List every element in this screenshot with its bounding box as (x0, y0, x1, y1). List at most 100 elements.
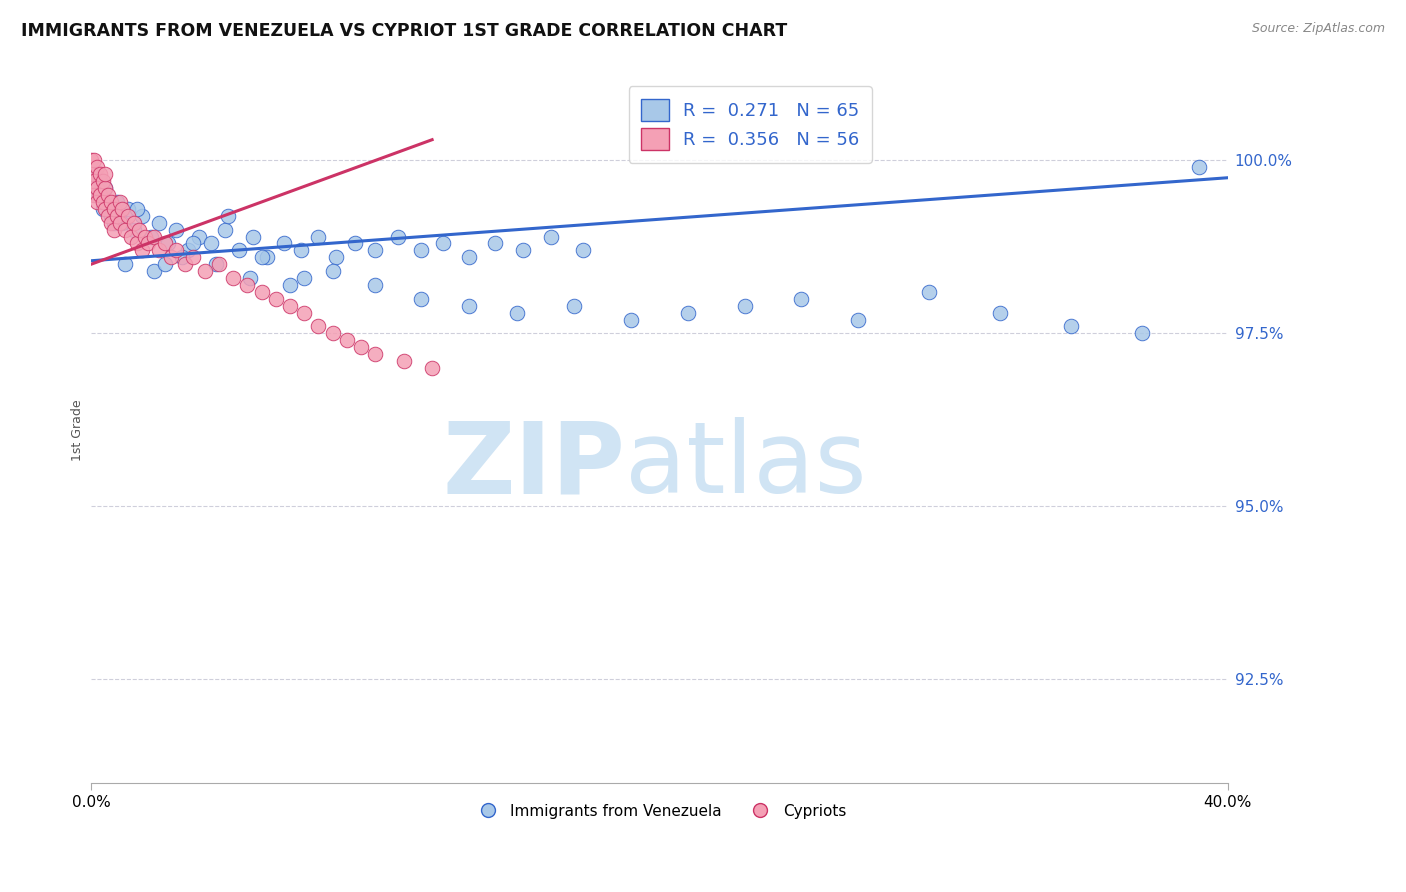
Point (364, 244, 387, 258)
Point (89, 188, 111, 202)
Point (918, 285, 941, 299)
Point (571, 244, 593, 258)
Point (105, 194, 128, 209)
Point (264, 292, 287, 306)
Point (94, 167, 117, 181)
Point (103, 202, 125, 216)
Point (322, 264, 344, 278)
Point (94, 181, 117, 195)
Point (188, 229, 211, 244)
Point (131, 244, 153, 258)
Point (278, 277, 301, 292)
Point (420, 361, 443, 376)
Text: Source: ZipAtlas.com: Source: ZipAtlas.com (1251, 22, 1385, 36)
Point (83, 167, 105, 181)
Point (142, 264, 165, 278)
Point (350, 340, 373, 354)
Point (506, 305, 529, 319)
Point (83, 188, 105, 202)
Point (86, 181, 108, 195)
Point (278, 299, 301, 313)
Y-axis label: 1st Grade: 1st Grade (72, 400, 84, 461)
Point (122, 222, 145, 236)
Point (217, 209, 239, 223)
Point (83, 174, 105, 188)
Point (344, 236, 367, 251)
Point (250, 250, 273, 264)
Point (322, 326, 344, 341)
Point (292, 271, 315, 285)
Point (256, 250, 278, 264)
Point (120, 229, 142, 244)
Point (108, 194, 131, 209)
Point (148, 216, 170, 230)
Point (128, 222, 150, 236)
Point (540, 229, 562, 244)
Text: atlas: atlas (626, 417, 868, 514)
Point (512, 244, 534, 258)
Point (117, 202, 139, 216)
Point (114, 222, 136, 236)
Point (392, 354, 415, 368)
Point (409, 244, 432, 258)
Point (1188, 161, 1211, 175)
Point (91, 194, 114, 209)
Point (387, 229, 409, 244)
Point (89, 174, 111, 188)
Point (142, 229, 165, 244)
Point (308, 319, 330, 334)
Point (165, 222, 187, 236)
Point (1060, 319, 1083, 334)
Point (134, 229, 156, 244)
Point (125, 202, 148, 216)
Point (208, 257, 231, 271)
Point (159, 250, 181, 264)
Point (80, 153, 103, 168)
Point (250, 285, 273, 299)
Point (325, 250, 347, 264)
Point (108, 216, 131, 230)
Point (177, 244, 200, 258)
Point (242, 229, 264, 244)
Point (91, 174, 114, 188)
Point (83, 153, 105, 168)
Point (183, 236, 205, 251)
Point (94, 181, 117, 195)
Point (273, 236, 295, 251)
Point (165, 244, 187, 258)
Text: ZIP: ZIP (443, 417, 626, 514)
Point (117, 209, 139, 223)
Point (194, 264, 217, 278)
Point (114, 257, 136, 271)
Point (174, 257, 197, 271)
Point (100, 194, 122, 209)
Point (458, 299, 481, 313)
Point (111, 202, 134, 216)
Point (153, 236, 176, 251)
Point (239, 271, 262, 285)
Point (89, 167, 111, 181)
Legend: Immigrants from Venezuela, Cypriots: Immigrants from Venezuela, Cypriots (467, 797, 852, 825)
Point (236, 277, 259, 292)
Point (484, 236, 506, 251)
Point (111, 216, 134, 230)
Point (676, 305, 699, 319)
Point (86, 161, 108, 175)
Point (308, 229, 330, 244)
Point (148, 244, 170, 258)
Point (364, 277, 387, 292)
Point (86, 194, 108, 209)
Point (222, 271, 245, 285)
Point (97, 188, 120, 202)
Point (156, 236, 179, 251)
Point (94, 202, 117, 216)
Point (172, 250, 194, 264)
Point (846, 312, 869, 326)
Point (103, 222, 125, 236)
Point (153, 257, 176, 271)
Point (336, 334, 359, 348)
Point (122, 216, 145, 230)
Point (125, 236, 148, 251)
Point (458, 250, 481, 264)
Point (734, 299, 756, 313)
